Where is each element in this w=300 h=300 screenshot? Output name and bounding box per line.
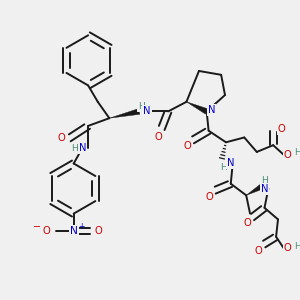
Text: O: O bbox=[284, 150, 292, 160]
Polygon shape bbox=[246, 184, 263, 195]
Text: N: N bbox=[79, 143, 86, 153]
Text: O: O bbox=[278, 124, 286, 134]
Text: O: O bbox=[255, 246, 262, 256]
Text: H: H bbox=[261, 176, 268, 185]
Text: N: N bbox=[227, 158, 235, 169]
Text: O: O bbox=[284, 243, 292, 253]
Text: O: O bbox=[206, 192, 213, 202]
Text: N: N bbox=[208, 104, 215, 115]
Text: O: O bbox=[43, 226, 51, 236]
Text: N: N bbox=[143, 106, 151, 116]
Text: O: O bbox=[184, 141, 191, 151]
Text: H: H bbox=[294, 148, 300, 158]
Polygon shape bbox=[186, 102, 208, 114]
Text: O: O bbox=[154, 131, 162, 142]
Text: H: H bbox=[138, 102, 145, 111]
Text: +: + bbox=[78, 222, 85, 231]
Text: H: H bbox=[294, 242, 300, 251]
Text: H: H bbox=[220, 163, 227, 172]
Polygon shape bbox=[109, 109, 140, 118]
Text: O: O bbox=[57, 134, 65, 143]
Text: O: O bbox=[243, 218, 251, 228]
Text: H: H bbox=[71, 144, 78, 153]
Text: N: N bbox=[261, 184, 268, 194]
Text: −: − bbox=[33, 222, 41, 232]
Text: N: N bbox=[70, 226, 78, 236]
Text: O: O bbox=[95, 226, 103, 236]
